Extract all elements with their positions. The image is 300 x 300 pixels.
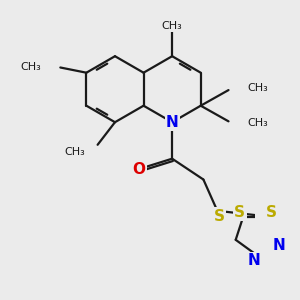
- Text: CH₃: CH₃: [162, 21, 182, 31]
- Text: O: O: [133, 162, 146, 177]
- Text: CH₃: CH₃: [248, 83, 268, 93]
- Text: N: N: [248, 253, 260, 268]
- Text: CH₃: CH₃: [20, 62, 41, 73]
- Text: S: S: [266, 205, 277, 220]
- Text: S: S: [234, 205, 245, 220]
- Text: CH₃: CH₃: [65, 147, 85, 157]
- Text: S: S: [214, 208, 224, 224]
- Text: CH₃: CH₃: [248, 118, 268, 128]
- Text: N: N: [166, 115, 178, 130]
- Text: N: N: [272, 238, 285, 253]
